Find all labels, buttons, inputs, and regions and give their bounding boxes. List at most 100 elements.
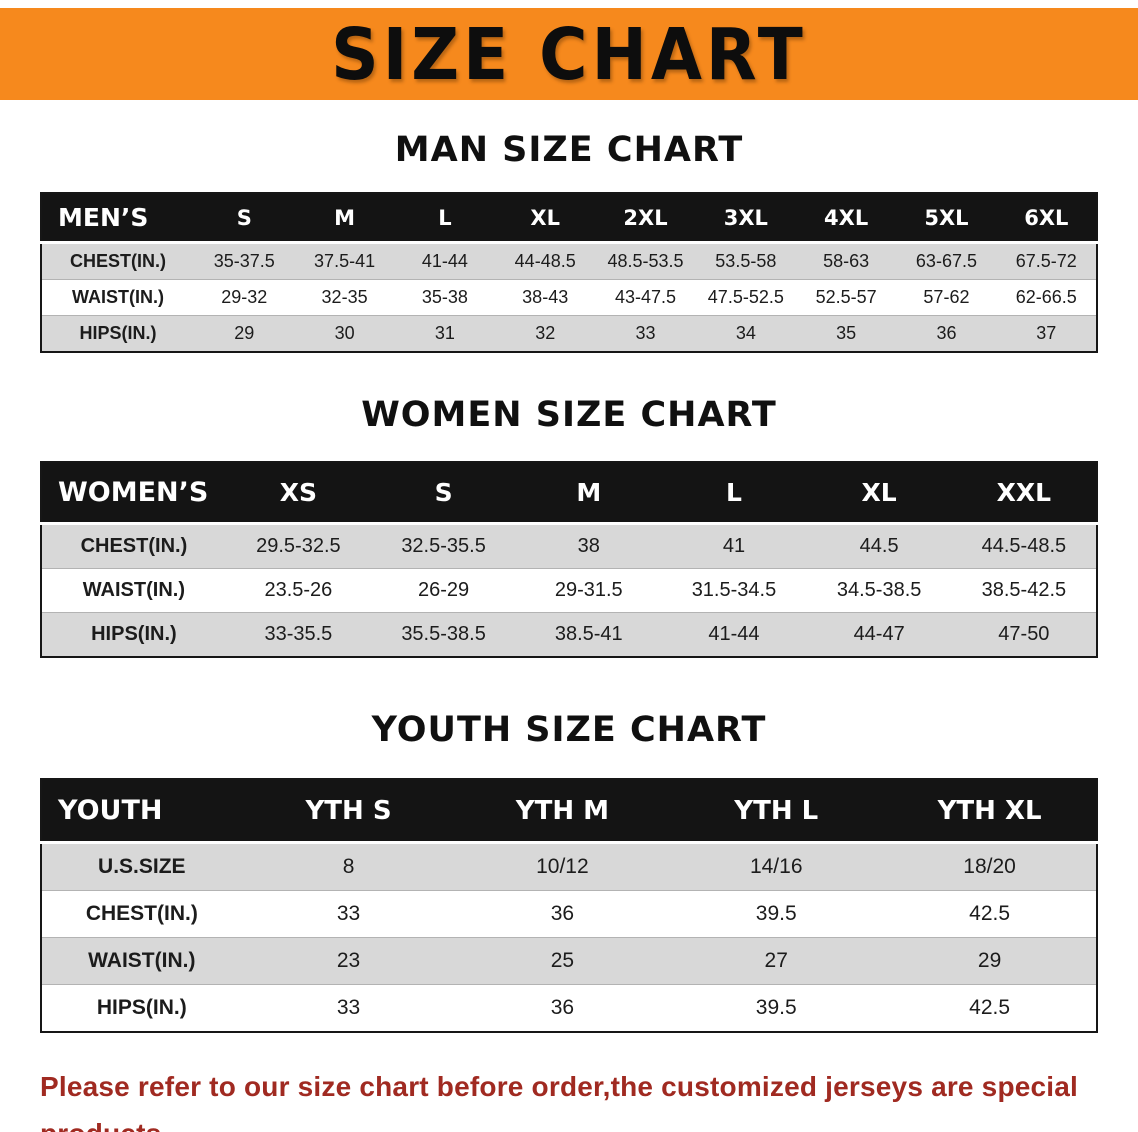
measurement-value-cell: 29.5-32.5 [256, 535, 341, 557]
measurement-value-cell: 38.5-42.5 [981, 579, 1067, 601]
women-size-section: WOMEN SIZE CHART WOMEN’S XS S M L XL XXL CHEST(… [0, 395, 1138, 658]
measurement-value-cell: 38.5-41 [554, 623, 623, 645]
size-column-header: XS [225, 462, 371, 524]
size-column-header: M [294, 193, 395, 243]
measurement-value-cell: 37 [1036, 323, 1057, 343]
measurement-row: WAIST(IN.) 23.5-26 26-29 29-31.5 31.5-34.5 34… [41, 568, 1097, 613]
measurement-value-cell: 53.5-58 [715, 251, 777, 271]
measurement-value-cell: 38-43 [522, 287, 569, 307]
size-column-header: 5XL [896, 193, 997, 243]
measurement-value-cell: 14/16 [749, 855, 803, 878]
measurement-value-cell: 57-62 [923, 287, 970, 307]
measurement-value-cell: 52.5-57 [815, 287, 877, 307]
measurement-value-cell: 29 [234, 323, 255, 343]
measurement-label-cell: WAIST(IN.) [82, 579, 185, 601]
measurement-value-cell: 35.5-38.5 [401, 623, 486, 645]
measurement-row: WAIST(IN.) 23 25 27 29 [41, 937, 1097, 985]
measurement-value-cell: 33 [635, 323, 656, 343]
measurement-value-cell: 32-35 [321, 287, 368, 307]
measurement-value-cell: 39.5 [755, 902, 797, 925]
measurement-value-cell: 36 [936, 323, 957, 343]
youth-size-section: YOUTH SIZE CHART YOUTH YTH S YTH M YTH L YTH… [0, 710, 1138, 1033]
size-column-header: M [516, 462, 662, 524]
measurement-value-cell: 18/20 [963, 855, 1016, 878]
measurement-value-cell: 48.5-53.5 [607, 251, 684, 271]
measurement-value-cell: 36 [550, 996, 575, 1019]
measurement-label-cell: WAIST(IN.) [72, 287, 165, 307]
measurement-label-cell: CHEST(IN.) [85, 902, 198, 925]
table-header-row: YOUTH YTH S YTH M YTH L YTH XL [41, 779, 1097, 843]
measurement-value-cell: 41 [722, 535, 746, 557]
banner: SIZE CHART [0, 8, 1138, 100]
men-section-title: MAN SIZE CHART [394, 130, 744, 170]
measurement-value-cell: 8 [342, 855, 355, 878]
measurement-value-cell: 38 [577, 535, 600, 557]
measurement-value-cell: 33 [336, 902, 361, 925]
measurement-row: CHEST(IN.) 29.5-32.5 32.5-35.5 38 41 44.5 44.5… [41, 523, 1097, 569]
measurement-value-cell: 47-50 [998, 623, 1050, 645]
measurement-label-cell: U.S.SIZE [98, 855, 186, 878]
measurement-value-cell: 33-35.5 [264, 623, 333, 645]
measurement-value-cell: 23.5-26 [264, 579, 333, 601]
measurement-value-cell: 33 [336, 996, 361, 1019]
table-category-header: WOMEN’S [41, 462, 226, 524]
measurement-value-cell: 58-63 [823, 251, 870, 271]
measurement-value-cell: 26-29 [418, 579, 470, 601]
measurement-value-cell: 34 [735, 323, 756, 343]
measurement-value-cell: 63-67.5 [915, 251, 977, 271]
measurement-value-cell: 44-47 [853, 623, 905, 645]
measurement-value-cell: 43-47.5 [614, 287, 677, 307]
size-column-header: L [394, 193, 496, 243]
measurement-value-cell: 44-48.5 [514, 251, 576, 271]
measurement-value-cell: 35-38 [421, 287, 468, 307]
table-header-row: WOMEN’S XS S M L XL XXL [41, 462, 1097, 524]
measurement-value-cell: 36 [550, 902, 575, 925]
measurement-row: CHEST(IN.) 35-37.5 37.5-41 41-44 44-48.5 48.5… [41, 242, 1097, 280]
measurement-value-cell: 30 [334, 323, 355, 343]
measurement-value-cell: 47.5-52.5 [707, 287, 784, 307]
size-column-header: XXL [951, 462, 1097, 524]
measurement-label-cell: HIPS(IN.) [91, 623, 177, 645]
measurement-value-cell: 10/12 [536, 855, 589, 878]
measurement-value-cell: 37.5-41 [314, 251, 376, 271]
footer-notice: Please refer to our size chart before or… [40, 1063, 1098, 1132]
measurement-label-cell: CHEST(IN.) [70, 251, 167, 271]
table-category-header: MEN’S [41, 193, 195, 243]
measurement-value-cell: 29 [977, 949, 1002, 972]
measurement-value-cell: 31 [434, 323, 455, 343]
measurement-value-cell: 27 [764, 949, 788, 972]
size-column-header: 6XL [996, 193, 1097, 243]
measurement-value-cell: 62-66.5 [1015, 287, 1077, 307]
measurement-value-cell: 39.5 [755, 996, 797, 1019]
measurement-row: CHEST(IN.) 33 36 39.5 42.5 [41, 890, 1097, 938]
men-size-section: MAN SIZE CHART MEN’S S M L XL 2XL 3XL 4XL 5XL 6XL… [0, 130, 1138, 353]
measurement-row: HIPS(IN.) 33 36 39.5 42.5 [41, 984, 1097, 1032]
size-column-header: 2XL [595, 193, 696, 243]
size-column-header: S [370, 462, 517, 524]
youth-section-title: YOUTH SIZE CHART [371, 710, 767, 750]
men-size-table: MEN’S S M L XL 2XL 3XL 4XL 5XL 6XL CHEST(IN.) 35-37… [40, 192, 1098, 353]
size-column-header: YTH XL [883, 779, 1097, 843]
page-title: SIZE CHART [331, 12, 807, 96]
measurement-label-cell: WAIST(IN.) [88, 949, 196, 972]
measurement-value-cell: 35-37.5 [213, 251, 275, 271]
table-category-header: YOUTH [41, 779, 242, 843]
measurement-row: U.S.SIZE 8 10/12 14/16 18/20 [41, 842, 1097, 891]
women-size-table: WOMEN’S XS S M L XL XXL CHEST(IN.) 29.5-32.5 32.5… [40, 461, 1098, 658]
measurement-value-cell: 32 [535, 323, 556, 343]
size-column-header: 4XL [795, 193, 897, 243]
size-column-header: S [194, 193, 295, 243]
size-column-header: YTH M [455, 779, 670, 843]
measurement-label-cell: HIPS(IN.) [96, 996, 187, 1019]
women-section-title: WOMEN SIZE CHART [361, 395, 777, 435]
size-column-header: XL [806, 462, 952, 524]
measurement-value-cell: 29-31.5 [554, 579, 623, 601]
size-column-header: L [661, 462, 807, 524]
footer-line-1: Please refer to our size chart before or… [40, 1071, 1079, 1132]
measurement-row: WAIST(IN.) 29-32 32-35 35-38 38-43 43-47.5 47.… [41, 279, 1097, 316]
measurement-value-cell: 29-32 [221, 287, 268, 307]
size-column-header: 3XL [695, 193, 796, 243]
size-column-header: XL [495, 193, 596, 243]
measurement-value-cell: 23 [336, 949, 361, 972]
